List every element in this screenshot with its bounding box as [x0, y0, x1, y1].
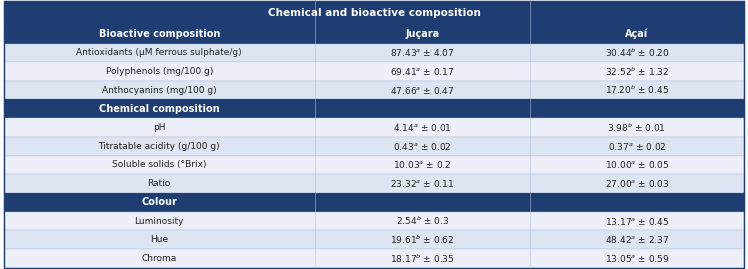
Text: Hue: Hue [150, 235, 168, 244]
Bar [4, 100, 744, 118]
Text: 30.44$^b$ ± 0.20: 30.44$^b$ ± 0.20 [604, 47, 669, 59]
Bar [4, 156, 744, 174]
Text: 32.52$^b$ ± 1.32: 32.52$^b$ ± 1.32 [604, 65, 669, 78]
Bar [4, 118, 744, 137]
Text: Juçara: Juçara [405, 29, 439, 39]
Bar [4, 249, 744, 268]
Text: Ratio: Ratio [147, 179, 171, 188]
Text: Anthocyanins (mg/100 g): Anthocyanins (mg/100 g) [102, 86, 217, 95]
Bar [4, 249, 744, 268]
Text: Polyphenols (mg/100 g): Polyphenols (mg/100 g) [105, 67, 213, 76]
Bar [4, 62, 744, 81]
Text: Titratable acidity (g/100 g): Titratable acidity (g/100 g) [99, 142, 220, 151]
Bar [4, 212, 744, 231]
Text: Luminosity: Luminosity [135, 217, 184, 226]
Text: Soluble solids (°Brix): Soluble solids (°Brix) [112, 160, 206, 169]
Text: 87.43$^a$ ± 4.07: 87.43$^a$ ± 4.07 [390, 47, 454, 58]
Text: 0.37$^a$ ± 0.02: 0.37$^a$ ± 0.02 [607, 141, 666, 152]
Text: Colour: Colour [141, 197, 177, 207]
Text: 0.43$^a$ ± 0.02: 0.43$^a$ ± 0.02 [393, 141, 452, 152]
Bar [530, 24, 744, 44]
Text: 13.17$^a$ ± 0.45: 13.17$^a$ ± 0.45 [604, 216, 669, 227]
Bar [4, 81, 744, 100]
Bar [315, 24, 530, 44]
Text: 19.61$^b$ ± 0.62: 19.61$^b$ ± 0.62 [390, 233, 454, 246]
Bar [4, 44, 744, 62]
Text: 69.41$^a$ ± 0.17: 69.41$^a$ ± 0.17 [390, 66, 454, 77]
Bar [4, 137, 744, 156]
Text: 27.00$^a$ ± 0.03: 27.00$^a$ ± 0.03 [604, 178, 669, 189]
Bar [4, 118, 744, 137]
Text: 10.03$^a$ ± 0.2: 10.03$^a$ ± 0.2 [393, 160, 451, 171]
Bar [4, 193, 744, 212]
Text: Bioactive composition: Bioactive composition [99, 29, 220, 39]
Bar [4, 24, 315, 44]
Bar [4, 62, 744, 81]
Text: 13.05$^a$ ± 0.59: 13.05$^a$ ± 0.59 [605, 253, 669, 264]
Text: 47.66$^a$ ± 0.47: 47.66$^a$ ± 0.47 [390, 85, 454, 95]
Bar [4, 1, 744, 24]
Text: Antioxidants (µM ferrous sulphate/g): Antioxidants (µM ferrous sulphate/g) [76, 48, 242, 58]
Bar [4, 44, 744, 62]
Text: 48.42$^a$ ± 2.37: 48.42$^a$ ± 2.37 [604, 234, 669, 245]
Text: Chroma: Chroma [141, 254, 177, 263]
Bar [4, 231, 744, 249]
Text: 2.54$^b$ ± 0.3: 2.54$^b$ ± 0.3 [396, 215, 449, 227]
Text: 3.98$^b$ ± 0.01: 3.98$^b$ ± 0.01 [607, 122, 666, 134]
Bar [4, 156, 744, 174]
Text: 4.14$^a$ ± 0.01: 4.14$^a$ ± 0.01 [393, 122, 452, 133]
Bar [4, 231, 744, 249]
Bar [4, 137, 744, 156]
Text: Chemical composition: Chemical composition [99, 104, 220, 114]
Bar [4, 212, 744, 231]
Text: 18.17$^b$ ± 0.35: 18.17$^b$ ± 0.35 [390, 252, 455, 264]
Bar [4, 174, 744, 193]
Text: 17.20$^b$ ± 0.45: 17.20$^b$ ± 0.45 [605, 84, 669, 96]
Bar [4, 81, 744, 100]
Text: pH: pH [153, 123, 165, 132]
Text: 10.00$^a$ ± 0.05: 10.00$^a$ ± 0.05 [604, 160, 669, 171]
Text: 23.32$^a$ ± 0.11: 23.32$^a$ ± 0.11 [390, 178, 454, 189]
Text: Chemical and bioactive composition: Chemical and bioactive composition [268, 8, 480, 18]
Bar [4, 174, 744, 193]
Text: Açaí: Açaí [625, 29, 649, 39]
